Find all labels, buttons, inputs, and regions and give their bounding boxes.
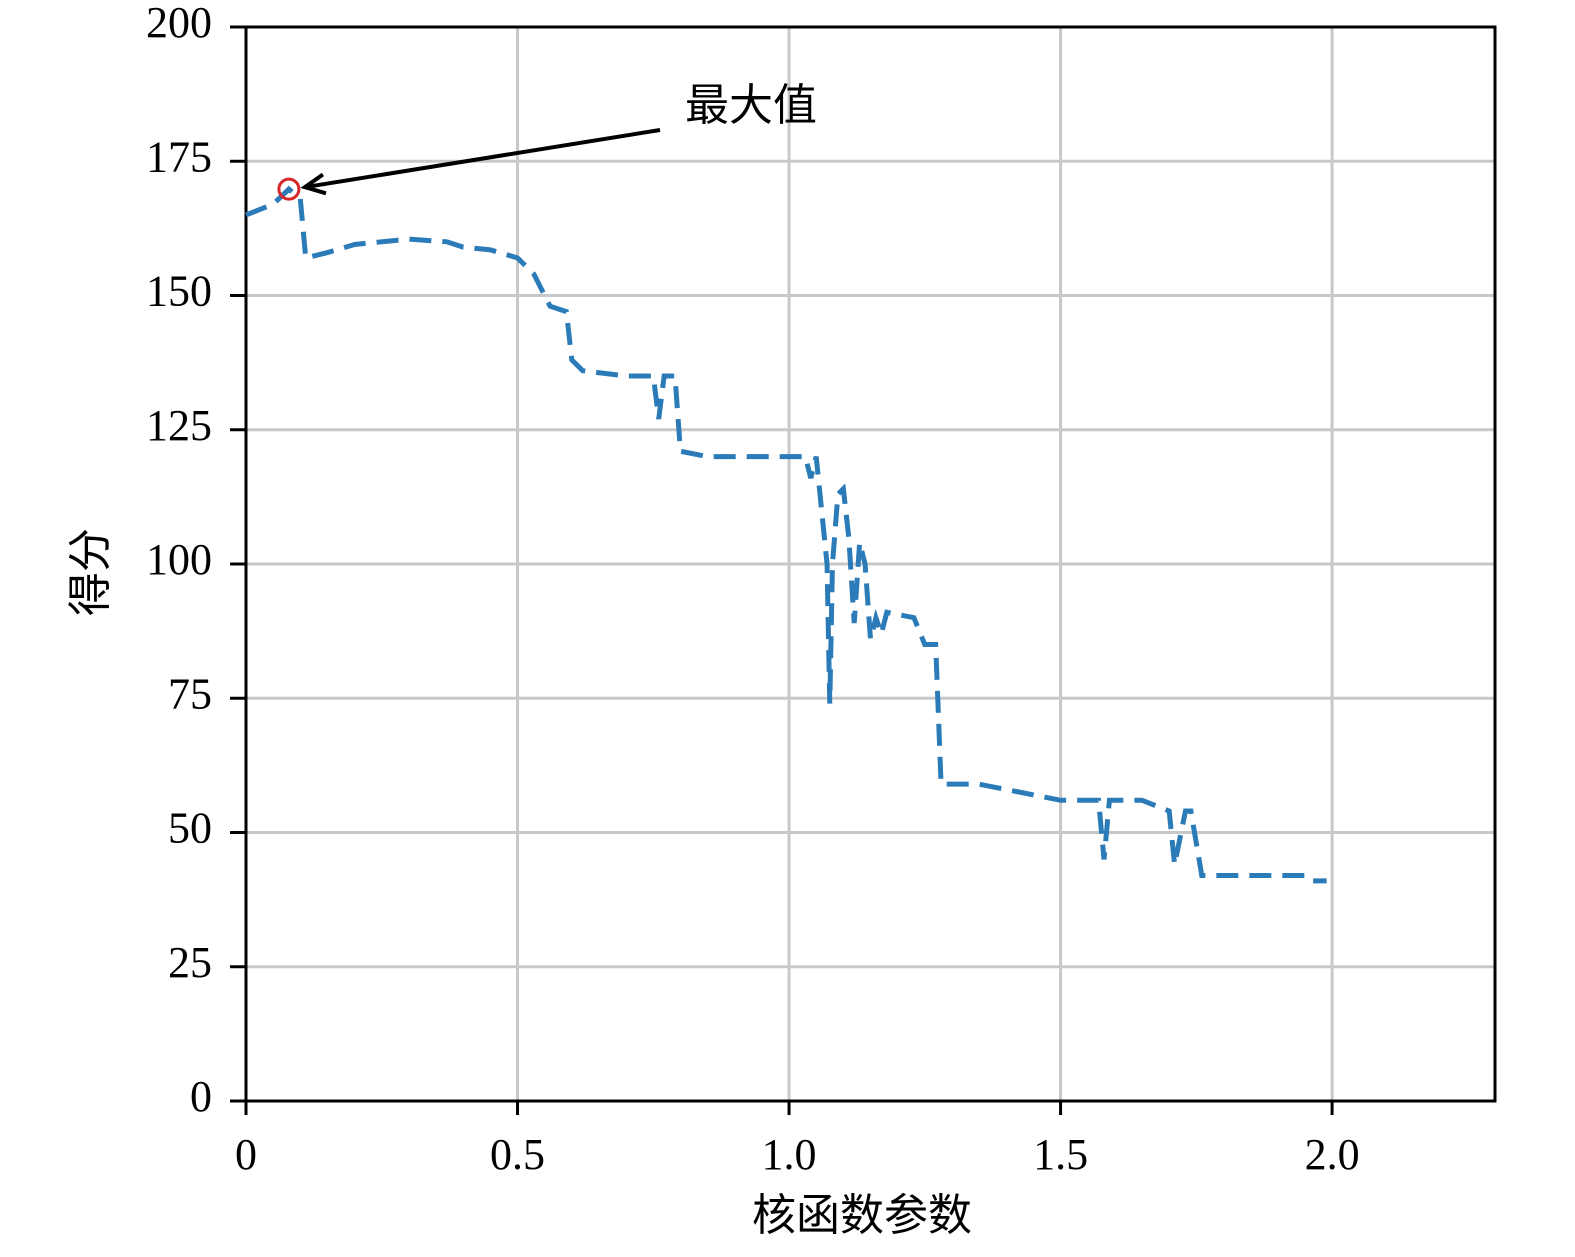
x-tick-label: 0 [235, 1130, 257, 1179]
x-tick-label: 0.5 [490, 1130, 545, 1179]
y-tick-label: 150 [146, 267, 212, 316]
x-tick-label: 2.0 [1305, 1130, 1360, 1179]
max-marker [277, 177, 301, 201]
x-tick-label: 1.5 [1033, 1130, 1088, 1179]
x-tick-label: 1.0 [762, 1130, 817, 1179]
x-axis-label: 核函数参数 [752, 1191, 972, 1240]
y-tick-label: 125 [146, 401, 212, 450]
plot-frame [244, 25, 1497, 1103]
y-axis-label: 得分 [66, 528, 115, 616]
y-tick-label: 75 [168, 669, 212, 718]
y-tick-label: 50 [168, 804, 212, 853]
y-tick-label: 0 [190, 1072, 212, 1121]
y-tick-label: 100 [146, 535, 212, 584]
y-tick-label: 200 [146, 0, 212, 47]
y-tick-label: 25 [168, 938, 212, 987]
y-tick-label: 175 [146, 132, 212, 181]
annotation-text: 最大值 [685, 81, 817, 130]
annotation-arrow [304, 128, 661, 190]
annotation-arrowhead [300, 172, 327, 196]
data-line [245, 185, 1327, 884]
